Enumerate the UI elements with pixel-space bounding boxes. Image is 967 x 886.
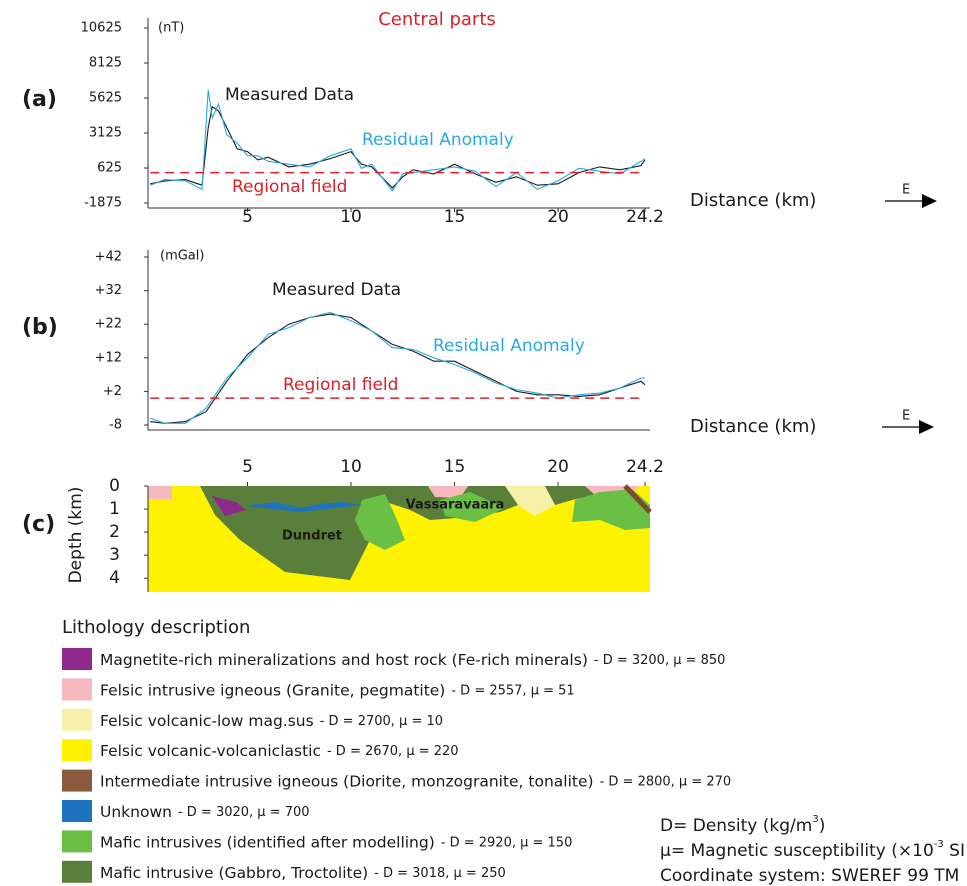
legend-name: Intermediate intrusive igneous (Diorite,… xyxy=(100,772,594,790)
direction-label: E xyxy=(902,183,910,198)
legend-name: Mafic intrusive (Gabbro, Troctolite) xyxy=(100,863,368,881)
y-tick-label: +42 xyxy=(95,250,122,265)
y-tick-label: 10625 xyxy=(81,21,122,36)
legend-swatch xyxy=(62,678,92,700)
legend-title: Lithology description xyxy=(62,617,250,638)
x-tick-label: 10 xyxy=(340,457,362,477)
series-line xyxy=(150,312,645,423)
unit-label: (mGal) xyxy=(160,249,204,264)
legend-swatch xyxy=(62,648,92,670)
note: Coordinate system: SWEREF 99 TM xyxy=(660,866,959,886)
series-label: Regional field xyxy=(283,375,398,395)
legend-description: - D = 2920, μ = 150 xyxy=(441,835,573,850)
y-tick-label: -8 xyxy=(109,418,122,433)
y-tick-label: 8125 xyxy=(89,56,122,71)
note-text: μ= Magnetic susceptibility (×10 xyxy=(660,841,934,861)
series-label: Measured Data xyxy=(225,85,354,105)
x-tick-label: 24.2 xyxy=(626,457,664,477)
legend-swatch xyxy=(62,861,92,883)
y-tick-label: -1875 xyxy=(84,196,122,211)
x-axis-label: Distance (km) xyxy=(690,416,816,437)
y-tick-label: +22 xyxy=(95,317,122,332)
series-label: Measured Data xyxy=(272,280,401,300)
note-sup: -3 xyxy=(934,839,944,850)
x-tick-label: 5 xyxy=(242,457,253,477)
note: D= Density (kg/m3) xyxy=(660,814,825,836)
y-tick-label: 5625 xyxy=(89,91,122,106)
y-tick-label: +12 xyxy=(95,350,122,365)
panel-label: (b) xyxy=(22,315,58,340)
unit-label: (nT) xyxy=(158,21,184,36)
felsic-intrusive xyxy=(148,486,172,499)
x-tick-label: 15 xyxy=(444,457,466,477)
legend-name: Magnetite-rich mineralizations and host … xyxy=(100,651,588,669)
y-tick-label: 1 xyxy=(109,499,120,519)
legend-label: Intermediate intrusive igneous (Diorite,… xyxy=(100,772,731,790)
y-axis-label: Depth (km) xyxy=(66,487,86,584)
legend-description: - D = 3200, μ = 850 xyxy=(594,653,726,668)
series-label: Residual Anomaly xyxy=(362,130,514,150)
body-label: Vassaravaara xyxy=(406,498,505,513)
note-text: ) xyxy=(819,816,826,836)
legend-name: Mafic intrusives (identified after model… xyxy=(100,833,435,851)
legend-swatch xyxy=(62,800,92,822)
series-line xyxy=(150,314,645,423)
legend-swatch xyxy=(62,709,92,731)
note: μ= Magnetic susceptibility (×10-3 SI ) xyxy=(660,839,967,861)
legend-label: Felsic intrusive igneous (Granite, pegma… xyxy=(100,681,575,699)
legend-name: Felsic intrusive igneous (Granite, pegma… xyxy=(100,681,445,699)
legend-swatch xyxy=(62,770,92,792)
y-tick-label: 2 xyxy=(109,522,120,542)
legend-description: - D = 2557, μ = 51 xyxy=(451,683,574,698)
legend-description: - D = 2800, μ = 270 xyxy=(600,774,732,789)
panel-label: (c) xyxy=(22,512,55,537)
y-tick-label: 0 xyxy=(109,476,120,496)
legend-label: Felsic volcanic-volcaniclastic - D = 2670… xyxy=(100,742,459,760)
figure: Central parts (a) (nT) Measured Data Res… xyxy=(0,0,967,886)
note-text: SI ) xyxy=(944,841,967,861)
legend-name: Felsic volcanic-low mag.sus xyxy=(100,711,314,729)
legend-swatch xyxy=(62,739,92,761)
y-tick-label: 3125 xyxy=(89,126,122,141)
y-tick-label: 625 xyxy=(97,161,122,176)
arrow-head xyxy=(922,194,937,208)
legend-description: - D = 2700, μ = 10 xyxy=(320,713,443,728)
legend-label: Unknown - D = 3020, μ = 700 xyxy=(100,803,310,821)
legend-description: - D = 3020, μ = 700 xyxy=(178,805,310,820)
cross-section xyxy=(148,486,650,592)
legend-label: Magnetite-rich mineralizations and host … xyxy=(100,651,725,669)
series-label: Residual Anomaly xyxy=(433,336,585,356)
chart-title: Central parts xyxy=(378,9,496,30)
y-tick-label: +32 xyxy=(95,283,122,298)
note-text: D= Density (kg/m xyxy=(660,816,812,836)
arrow-head xyxy=(919,420,934,434)
legend-name: Unknown xyxy=(100,803,172,821)
legend: Magnetite-rich mineralizations and host … xyxy=(62,648,731,883)
legend-swatch xyxy=(62,830,92,852)
direction-label: E xyxy=(902,409,910,424)
x-tick-label: 20 xyxy=(547,457,569,477)
body-label: Dundret xyxy=(282,529,342,544)
legend-description: - D = 2670, μ = 220 xyxy=(327,744,459,759)
y-tick-label: +2 xyxy=(103,384,122,399)
legend-label: Mafic intrusive (Gabbro, Troctolite) - D … xyxy=(100,863,506,881)
legend-label: Mafic intrusives (identified after model… xyxy=(100,833,572,851)
y-tick-label: 3 xyxy=(109,545,120,565)
legend-description: - D = 3018, μ = 250 xyxy=(374,865,506,880)
legend-name: Felsic volcanic-volcaniclastic xyxy=(100,742,321,760)
panel-label: (a) xyxy=(22,87,57,112)
y-tick-label: 4 xyxy=(109,568,120,588)
series-label: Regional field xyxy=(232,177,347,197)
legend-label: Felsic volcanic-low mag.sus - D = 2700, μ… xyxy=(100,711,443,729)
x-axis-label: Distance (km) xyxy=(690,190,816,211)
